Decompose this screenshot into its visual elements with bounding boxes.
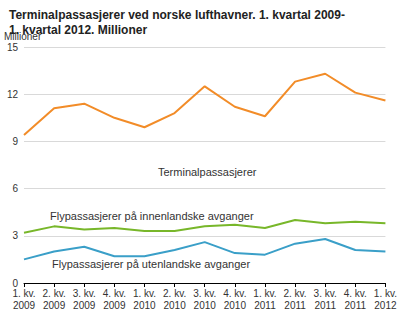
- svg-text:3. kv.: 3. kv.: [73, 288, 96, 299]
- svg-text:1. kv.: 1. kv.: [374, 288, 397, 299]
- svg-text:2012: 2012: [374, 300, 397, 311]
- svg-text:2010: 2010: [133, 300, 156, 311]
- svg-text:2009: 2009: [73, 300, 96, 311]
- svg-text:Terminalpassasjerer ved norske: Terminalpassasjerer ved norske lufthavne…: [9, 8, 345, 22]
- svg-text:2011: 2011: [284, 300, 306, 311]
- svg-text:2010: 2010: [194, 300, 217, 311]
- svg-text:6: 6: [12, 183, 18, 194]
- svg-text:2010: 2010: [224, 300, 247, 311]
- svg-text:4. kv.: 4. kv.: [103, 288, 126, 299]
- svg-text:1. kv.: 1. kv.: [12, 288, 35, 299]
- svg-text:4. kv.: 4. kv.: [344, 288, 367, 299]
- svg-text:2009: 2009: [103, 300, 126, 311]
- svg-text:Flypassasjerer på utenlandske: Flypassasjerer på utenlandske avganger: [52, 258, 250, 270]
- svg-text:Terminalpassasjerer: Terminalpassasjerer: [158, 166, 257, 178]
- svg-text:1. kv.: 1. kv.: [133, 288, 156, 299]
- svg-text:2009: 2009: [13, 300, 36, 311]
- svg-text:2011: 2011: [314, 300, 336, 311]
- svg-text:3. kv.: 3. kv.: [314, 288, 337, 299]
- svg-text:9: 9: [12, 136, 18, 147]
- svg-text:0: 0: [12, 277, 18, 289]
- svg-text:Flypassasjerer på innenlandske: Flypassasjerer på innenlandske avganger: [50, 210, 254, 222]
- svg-text:2010: 2010: [163, 300, 186, 311]
- svg-text:2011: 2011: [254, 300, 276, 311]
- svg-text:3: 3: [12, 230, 18, 241]
- svg-text:2. kv.: 2. kv.: [43, 288, 66, 299]
- svg-text:2011: 2011: [345, 300, 367, 311]
- svg-text:2. kv.: 2. kv.: [163, 288, 186, 299]
- svg-text:15: 15: [7, 42, 19, 53]
- svg-text:3. kv.: 3. kv.: [193, 288, 216, 299]
- svg-text:4. kv.: 4. kv.: [223, 288, 246, 299]
- svg-text:1. kv.: 1. kv.: [253, 288, 276, 299]
- svg-text:12: 12: [7, 89, 19, 100]
- svg-text:2009: 2009: [43, 300, 66, 311]
- svg-text:1. kvartal 2012. Millioner: 1. kvartal 2012. Millioner: [9, 23, 147, 37]
- svg-text:2. kv.: 2. kv.: [283, 288, 306, 299]
